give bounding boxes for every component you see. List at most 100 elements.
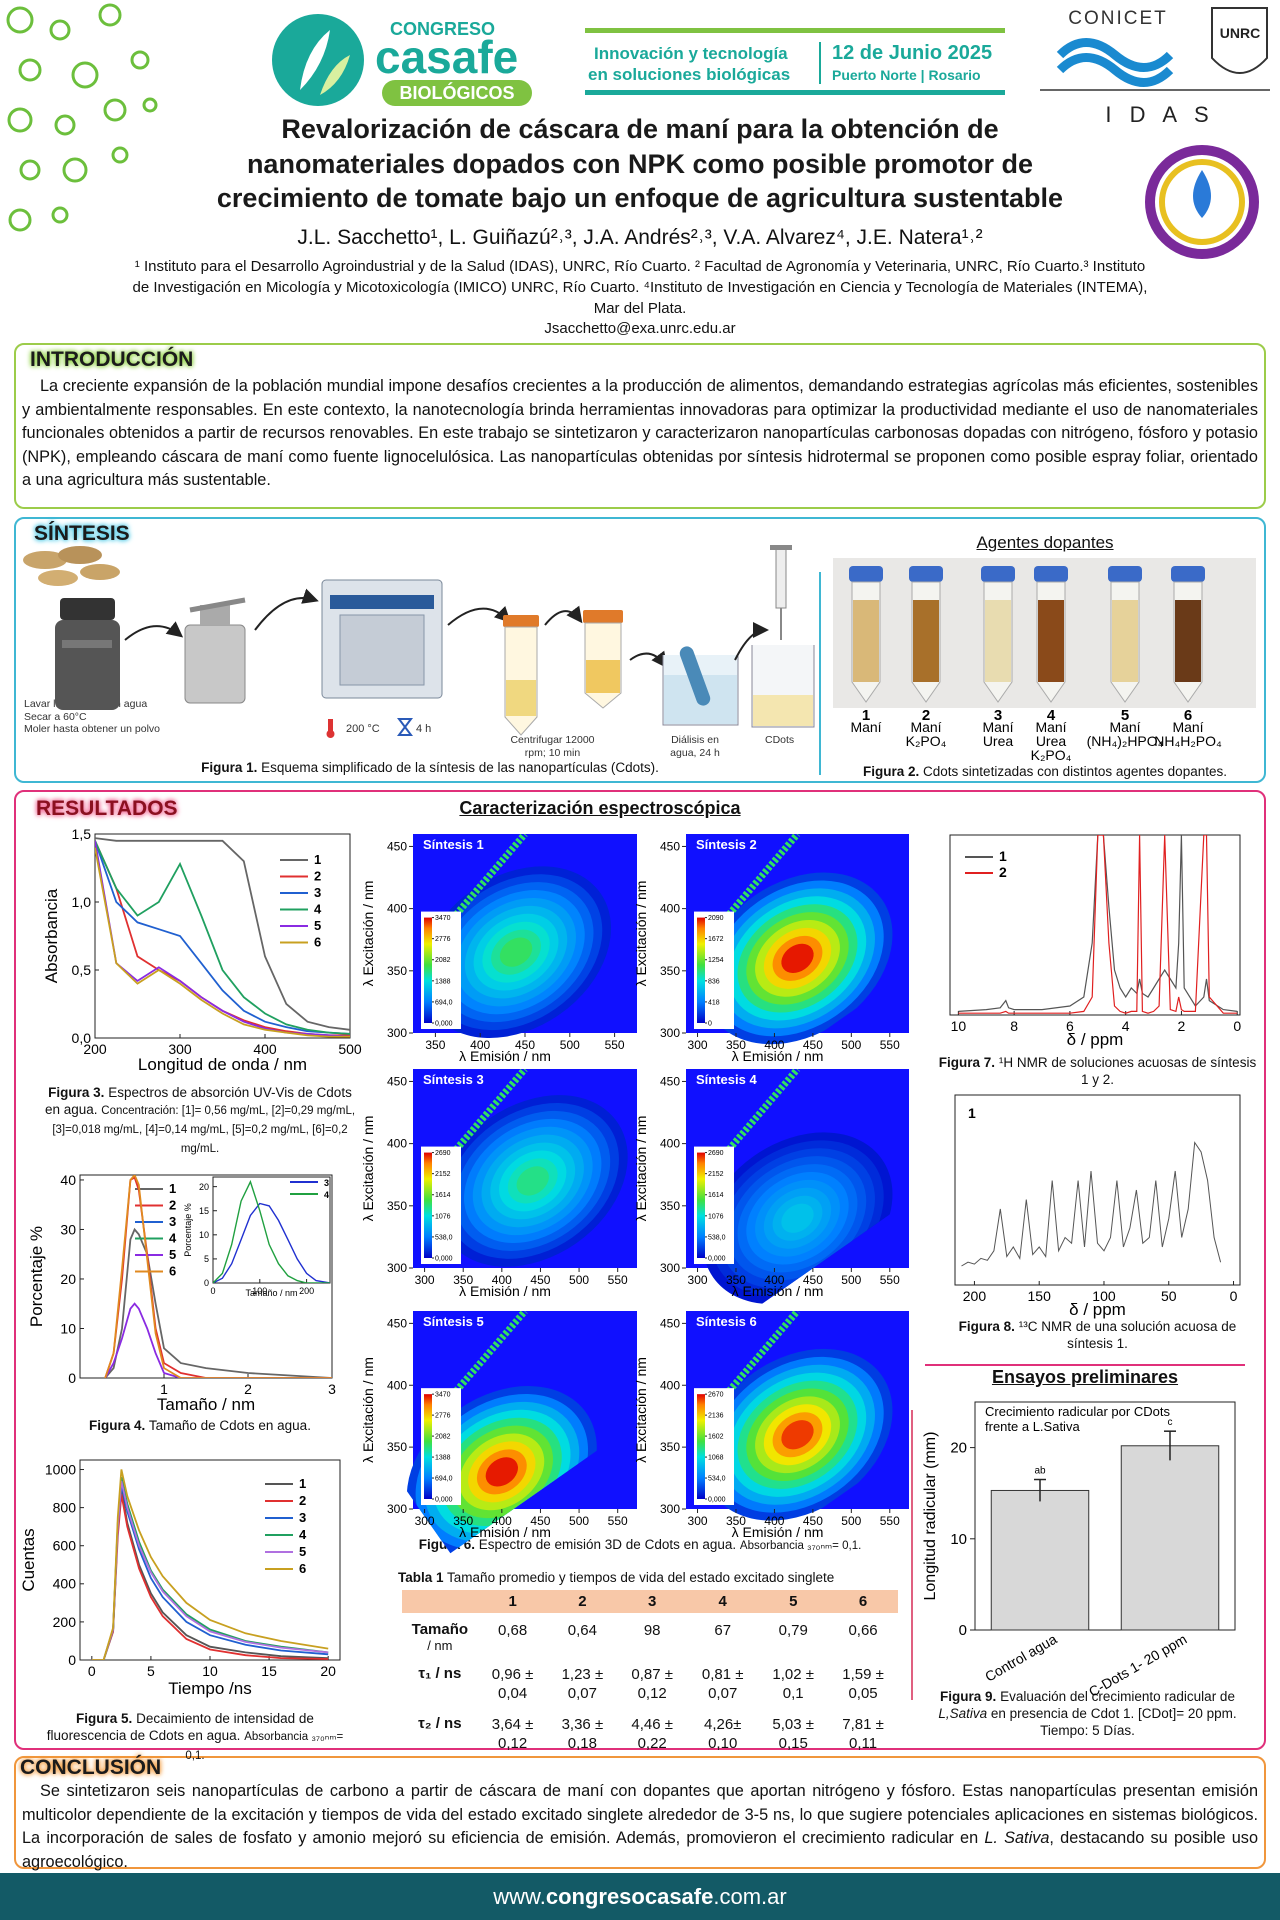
footer-text: .com.ar: [713, 1884, 787, 1909]
colorbar-label: 1388: [435, 1455, 451, 1462]
x-tick-label: 450: [530, 1514, 550, 1528]
table-cell: / nm: [427, 1638, 453, 1653]
step: Secar a 60°C: [24, 710, 87, 723]
caption-text: ¹H NMR de soluciones acuosas de síntesis…: [998, 1055, 1257, 1087]
x-tick-label: 550: [880, 1273, 900, 1287]
y-axis-label: Longitud radicular (mm): [922, 1432, 939, 1601]
legend-label: 1: [299, 1476, 306, 1491]
legend-label: 2: [314, 869, 321, 884]
x-tick-label: 2: [1178, 1018, 1186, 1034]
contour: [781, 1203, 814, 1233]
contour: [781, 1420, 814, 1450]
y-axis-label: Porcentaje %: [183, 1203, 193, 1257]
x-axis-label: λ Emisión / nm: [459, 1283, 551, 1299]
decor: [6, 3, 158, 232]
tube-cap: [981, 566, 1015, 582]
section-heading: RESULTADOS: [36, 797, 178, 820]
caption-note: Concentración: [1]= 0,56 mg/mL, [2]=0,29…: [52, 1105, 356, 1155]
contour: [499, 937, 533, 967]
tube-liquid: [1038, 600, 1064, 682]
x-tick-label: 400: [764, 1514, 784, 1528]
tube-cap: [909, 566, 943, 582]
caption-italic: L,Sativa: [938, 1706, 988, 1721]
tube-liquid: [1112, 600, 1138, 682]
caption-text: Cdots sintetizadas con distintos agentes…: [923, 764, 1227, 779]
legend-label: 6: [299, 1561, 306, 1576]
place: Puerto Norte | Rosario: [832, 67, 981, 83]
tube-number: 1: [862, 707, 870, 724]
x-tick-label: 550: [608, 1514, 628, 1528]
panel-title: Síntesis 4: [696, 1072, 757, 1087]
colorbar-label: 2690: [708, 1150, 724, 1157]
x-tick-label: 8: [1010, 1018, 1018, 1034]
table-cell: 0,81 ± 0,07: [701, 1666, 744, 1702]
legend-label: 6: [314, 935, 321, 950]
chart-title: Crecimiento radicular por CDots: [985, 1404, 1170, 1419]
plot-frame: [954, 1094, 1241, 1286]
x-tick-label: 10: [202, 1663, 218, 1679]
tagline-text: en soluciones biológicas: [588, 65, 790, 84]
y-axis-label: Porcentaje %: [27, 1226, 46, 1327]
x-tick-label: 3: [328, 1381, 336, 1397]
logo-text: BIOLÓGICOS: [399, 82, 514, 103]
legend-label: 3: [169, 1214, 176, 1229]
table-cell: τ₂ / ns: [402, 1707, 478, 1757]
legend-label: 5: [299, 1544, 306, 1559]
x-axis-label: Tamaño / nm: [157, 1395, 255, 1414]
x-axis-label: λ Emisión / nm: [732, 1048, 824, 1064]
x-tick-label: 450: [803, 1514, 823, 1528]
colorbar-label: 418: [708, 999, 720, 1006]
tube-label: Urea: [983, 733, 1014, 749]
colorbar-label: 1388: [435, 978, 451, 985]
tube-cap: [1108, 566, 1142, 582]
y-tick-label: 800: [53, 1500, 77, 1516]
temp: 200 °C: [346, 723, 380, 735]
colorbar-label: 2152: [708, 1171, 724, 1178]
y-tick-label: 10: [60, 1320, 76, 1336]
legend-label: 3: [299, 1510, 306, 1525]
legend-label: 2: [169, 1198, 176, 1213]
legend-label: 3: [314, 885, 321, 900]
y-tick-label: 10: [199, 1230, 209, 1240]
colorbar: [697, 1394, 705, 1499]
tube-label: Maní: [850, 719, 881, 735]
intro-text: La creciente expansión de la población m…: [22, 377, 1258, 489]
series-line: [104, 1175, 332, 1378]
step: Centrifugar 12000 rpm; 10 min: [510, 734, 595, 759]
table-cell: 4: [718, 1593, 727, 1610]
series-line: [95, 840, 350, 1035]
contour: [516, 1166, 549, 1196]
x-tick-label: 300: [415, 1273, 435, 1287]
caption-note: Absorbancia ₃₇₀ₙₘ= 0,1.: [185, 1731, 344, 1762]
plot-frame: [974, 1401, 1236, 1631]
table-cell: 0,87 ± 0,12: [631, 1666, 673, 1702]
tube-cap: [1034, 566, 1068, 582]
x-tick-label: 5: [147, 1663, 155, 1679]
table: 1 2 3 4 5 6 Tamaño / nm 0,68 0,64 98 67 0,79 0,66 τ₁ /…: [402, 1590, 898, 1757]
x-tick-label: 300: [415, 1514, 435, 1528]
colorbar-label: 1614: [708, 1192, 724, 1199]
x-axis-label: λ Emisión / nm: [459, 1048, 551, 1064]
table-cell: Tamaño / nm: [402, 1613, 478, 1657]
series-line: [95, 840, 350, 1035]
series-line: [213, 1202, 330, 1283]
tube-cap: [1171, 566, 1205, 582]
tagline-text: Innovación y tecnología: [594, 44, 788, 63]
y-tick-label: 0: [68, 1652, 76, 1668]
colorbar: [424, 1152, 432, 1258]
table-cell: τ₁ / ns: [402, 1657, 478, 1707]
colorbar-label: 534,0: [708, 1476, 726, 1483]
table-title: Tabla 1 Tamaño promedio y tiempos de vid…: [398, 1570, 834, 1585]
footer: www.congresocasafe.com.ar: [0, 1873, 1280, 1920]
colorbar-label: 694,0: [435, 999, 453, 1006]
x-tick-label: 6: [1066, 1018, 1074, 1034]
letter-label: c: [1168, 1417, 1173, 1428]
table-cell: Tamaño: [411, 1621, 469, 1638]
x-tick-label: 150: [1028, 1288, 1052, 1304]
caption-text: Decaimiento de intensidad de fluorescenc…: [46, 1711, 314, 1743]
x-tick-label: 350: [453, 1514, 473, 1528]
x-tick-label: 500: [569, 1514, 589, 1528]
plot-frame: [94, 833, 351, 1039]
series-line: [104, 1227, 332, 1378]
